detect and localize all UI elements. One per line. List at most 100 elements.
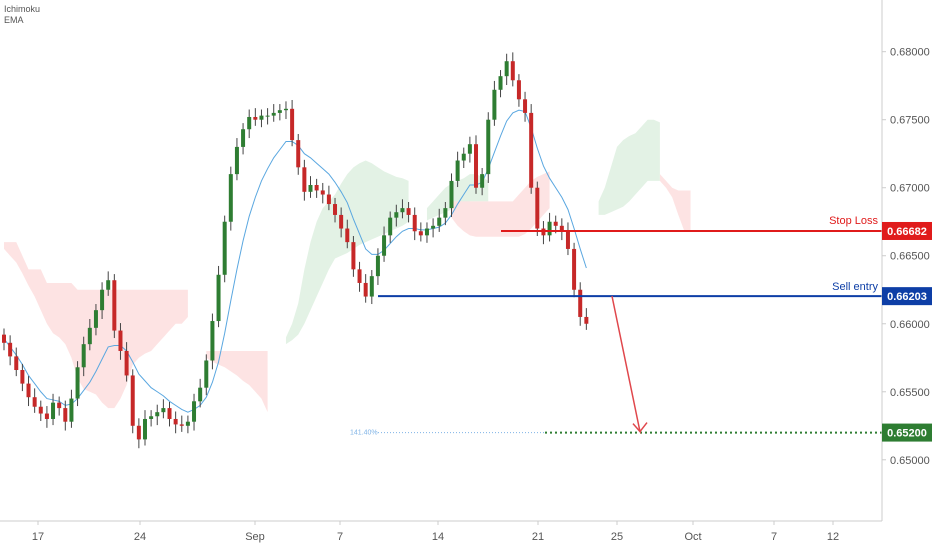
y-tick-label: 0.68000 [890, 47, 930, 59]
target-price: 0.65200 [887, 428, 927, 440]
candle-body [333, 204, 338, 215]
candle-body [106, 280, 111, 290]
candle-body [63, 408, 68, 422]
stop-loss-price: 0.66682 [887, 226, 927, 238]
y-tick-label: 0.67500 [890, 115, 930, 127]
x-tick-label: 7 [337, 531, 343, 543]
indicator-ichimoku[interactable]: Ichimoku [4, 4, 41, 14]
candle-body [198, 387, 203, 402]
candle-body [69, 398, 74, 422]
candle-body [259, 115, 264, 120]
candle-body [216, 274, 221, 322]
candle-body [161, 408, 166, 413]
sell-entry-label: Sell entry [832, 281, 878, 293]
candle-body [14, 356, 19, 371]
candle-body [26, 383, 31, 398]
candle-body [480, 174, 485, 188]
candle-body [118, 330, 123, 351]
y-axis: 0.68000 0.67500 0.67000 0.66500 0.66000 0.655… [882, 47, 930, 467]
x-axis: 17 24 Sep 7 14 21 25 Oct 7 12 [32, 521, 839, 543]
candle-body [474, 144, 479, 188]
ichimoku-cloud [4, 119, 691, 413]
candle-body [326, 194, 331, 205]
candlesticks [2, 52, 589, 449]
candle-body [308, 185, 313, 192]
candle-body [130, 375, 135, 426]
candle-body [529, 112, 534, 188]
x-tick-label: 14 [432, 531, 444, 543]
fib-label: 141.40% [350, 430, 378, 437]
candle-body [345, 228, 350, 243]
candle-body [296, 140, 301, 168]
candle-body [467, 144, 472, 154]
candle-body [443, 208, 448, 218]
candle-body [277, 110, 282, 113]
x-tick-label: 21 [532, 531, 544, 543]
candle-body [234, 146, 239, 175]
cloud-bear-1 [206, 350, 268, 413]
candle-body [412, 214, 417, 232]
candle-body [375, 255, 380, 277]
candle-body [565, 231, 570, 249]
candle-body [302, 167, 307, 192]
candle-body [81, 344, 86, 368]
projection-arrow [611, 295, 648, 435]
candle-body [406, 208, 411, 215]
candle-body [210, 321, 215, 361]
candle-body [20, 370, 25, 384]
stop-loss-badge: 0.66682 [882, 221, 932, 240]
candle-body [192, 401, 197, 422]
candle-body [351, 242, 356, 270]
y-tick-label: 0.66500 [890, 251, 930, 263]
candle-body [93, 310, 98, 328]
candle-body [2, 334, 6, 343]
y-tick-label: 0.65500 [890, 387, 930, 399]
candle-body [572, 248, 577, 290]
x-tick-label: 25 [611, 531, 623, 543]
candle-body [75, 367, 80, 399]
candle-body [584, 316, 589, 324]
candle-body [553, 221, 558, 226]
candle-body [314, 185, 319, 191]
candle-body [100, 289, 105, 311]
candle-body [320, 190, 325, 195]
candle-body [388, 217, 393, 236]
candle-body [265, 115, 270, 117]
candle-body [369, 276, 374, 297]
candle-body [394, 212, 399, 218]
y-tick-label: 0.67000 [890, 183, 930, 195]
candle-body [8, 342, 13, 357]
candle-body [357, 269, 362, 283]
candle-body [363, 282, 368, 297]
x-tick-label: 7 [771, 531, 777, 543]
sell-entry-price: 0.66203 [887, 291, 927, 303]
candle-body [136, 425, 141, 440]
sell-entry-badge: 0.66203 [882, 287, 932, 306]
cloud-bear-6 [659, 174, 691, 232]
candle-body [167, 408, 172, 419]
indicator-ema[interactable]: EMA [4, 15, 24, 25]
candle-body [510, 61, 515, 81]
candle-body [455, 160, 460, 181]
x-tick-label: 24 [134, 531, 146, 543]
x-tick-label: Oct [684, 531, 701, 543]
candle-body [559, 225, 564, 232]
candle-body [253, 116, 258, 120]
cloud-bull-2 [285, 160, 409, 345]
candle-body [204, 360, 209, 388]
candle-body [449, 180, 454, 209]
candle-body [339, 214, 344, 229]
candle-body [228, 174, 233, 222]
candle-body [424, 228, 429, 236]
candle-body [418, 231, 423, 236]
candle-body [247, 116, 252, 130]
candle-body [149, 416, 154, 419]
candle-body [142, 418, 147, 440]
x-tick-label: 12 [827, 531, 839, 543]
x-tick-label: 17 [32, 531, 44, 543]
candle-body [437, 217, 442, 226]
x-tick-label: Sep [245, 531, 265, 543]
candle-body [382, 235, 387, 256]
candle-body [87, 327, 92, 345]
